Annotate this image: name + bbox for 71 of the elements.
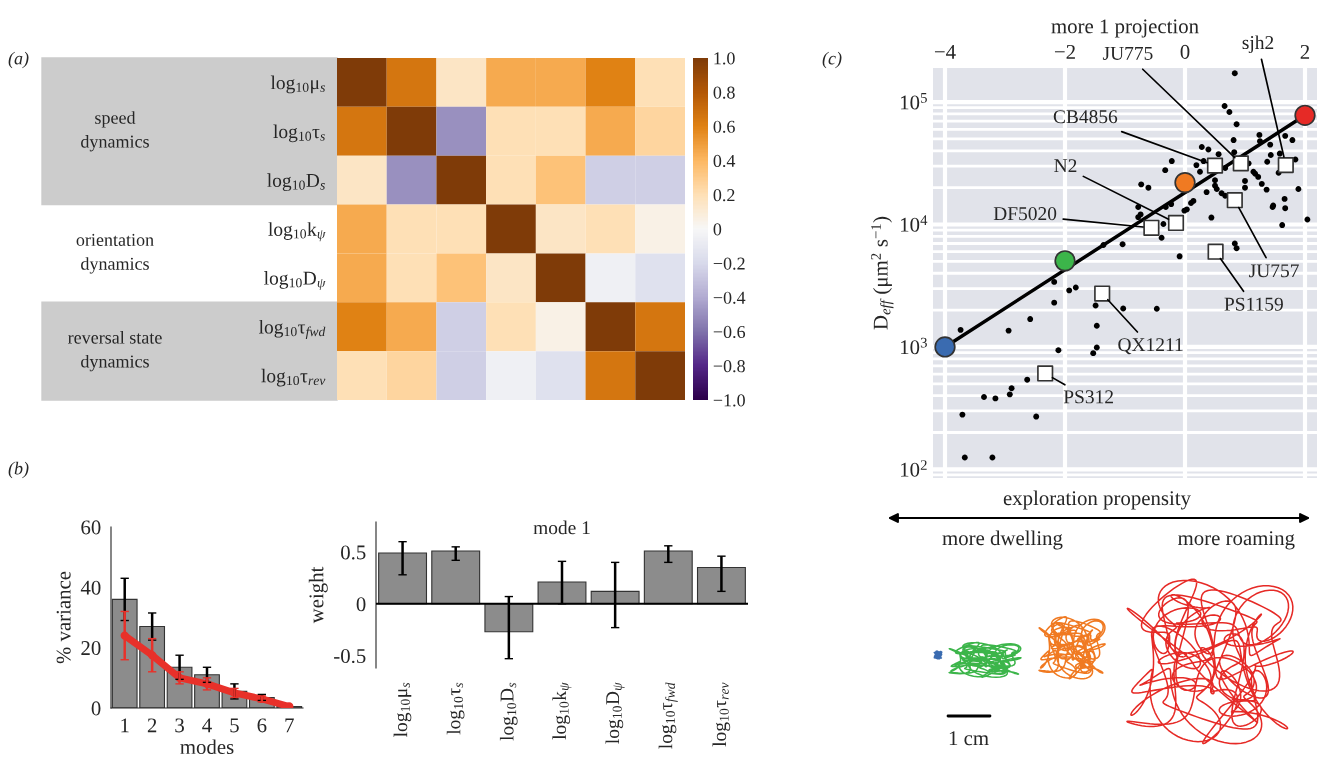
y-tick-label: 10$^{2}$ [901,460,927,477]
color-bar-label: 1.0 [714,52,735,65]
color-bar-label: −0.2 [713,257,745,270]
color-bar-label: −0.4 [713,291,746,304]
y-tick-label: log$_{10}$D$_{s}$ [267,173,325,192]
y-tick-label: log$_{10}$τ$_{rev}$ [261,368,326,387]
y-tick-label: 0 [356,597,366,612]
x-tick-label: 6 [257,718,267,733]
x-tick-label: 1 [121,718,129,733]
y-tick-label: 0.5 [341,545,366,560]
y-tick-label: 10$^{4}$ [901,215,928,232]
y-tick-label: 10$^{5}$ [901,93,927,110]
x-tick-label: 2 [147,718,157,733]
x-tick-label: log$_{10}$D$_{s}$ [499,682,518,741]
text: (a) [8,51,29,69]
y-tick-label: 60 [81,520,101,535]
x-tick-label: 7 [285,718,294,733]
text: (c) [822,51,842,69]
text: reversal state dynamics [67,330,162,372]
x-axis-title: modes [180,739,234,755]
color-bar-label: −0.6 [713,325,746,339]
x-tick-label: −2 [1054,44,1075,59]
y-tick-label: log$_{10}$τ$_{fwd}$ [259,319,326,339]
color-bar-label: 0.4 [713,154,736,168]
text: speed dynamics [81,111,149,152]
x-tick-label: log$_{10}$D$_{ψ}$ [605,682,625,744]
x-tick-label: log$_{10}$k$_{ψ}$ [552,682,572,740]
y-tick-label: log$_{10}$τ$_{s}$ [273,124,325,143]
color-bar-label: 0.8 [713,86,735,99]
y-tick-label: log$_{10}$k$_{ψ}$ [268,222,326,242]
x-tick-label: −4 [934,44,956,59]
annotation: JU757 [1249,264,1299,278]
annotation: sjh2 [1242,35,1274,54]
text: (b) [8,461,29,479]
annotation: JU775 [1102,46,1153,60]
text: orientation dynamics [76,233,154,274]
y-axis-title: weight [308,566,328,624]
y-axis-title: D$_{eff}$ (μm$^{2}$ s$^{−1}$) [871,216,894,330]
color-bar-label: 0.6 [713,120,735,133]
x-tick-label: log$_{10}$τ$_{rev}$ [712,682,731,747]
color-bar-label: −0.8 [713,360,745,373]
y-tick-label: 20 [81,641,101,656]
color-bar-label: 0 [713,223,722,236]
x-tick-label: log$_{10}$τ$_{fwd}$ [658,682,678,749]
x-tick-label: 5 [230,718,239,733]
y-tick-label: log$_{10}$D$_{ψ}$ [264,271,326,291]
x-tick-label: 0 [1180,44,1190,59]
x-tick-label: log$_{10}$μ$_{s}$ [393,682,412,737]
x-axis-title: more 1 projection [1051,19,1199,38]
x-tick-label: log$_{10}$τ$_{s}$ [446,682,465,735]
y-tick-label: 10$^{3}$ [901,337,927,355]
annotation: N2 [1054,159,1077,173]
y-axis-title: % variance [56,571,71,664]
color-bar-label: −1.0 [713,394,745,407]
text: more dwelling [942,530,1063,550]
y-tick-label: -0.5 [334,648,366,664]
y-tick-label: log$_{10}$μ$_{s}$ [270,75,325,94]
chart-title: mode 1 [533,520,590,535]
annotation: DF5020 [993,207,1057,221]
text: exploration propensity [1003,490,1191,510]
x-tick-label: 4 [202,718,212,733]
text: 1 cm [949,731,989,746]
annotation: CB4856 [1053,110,1118,124]
annotation: PS1159 [1224,297,1283,311]
text: more roaming [1177,531,1295,550]
x-tick-label: 2 [1300,44,1310,59]
color-bar-label: 0.2 [713,189,735,202]
annotation: QX1211 [1118,338,1183,355]
x-tick-label: 3 [175,718,184,733]
annotation: PS312 [1063,390,1113,404]
y-tick-label: 40 [80,580,101,595]
